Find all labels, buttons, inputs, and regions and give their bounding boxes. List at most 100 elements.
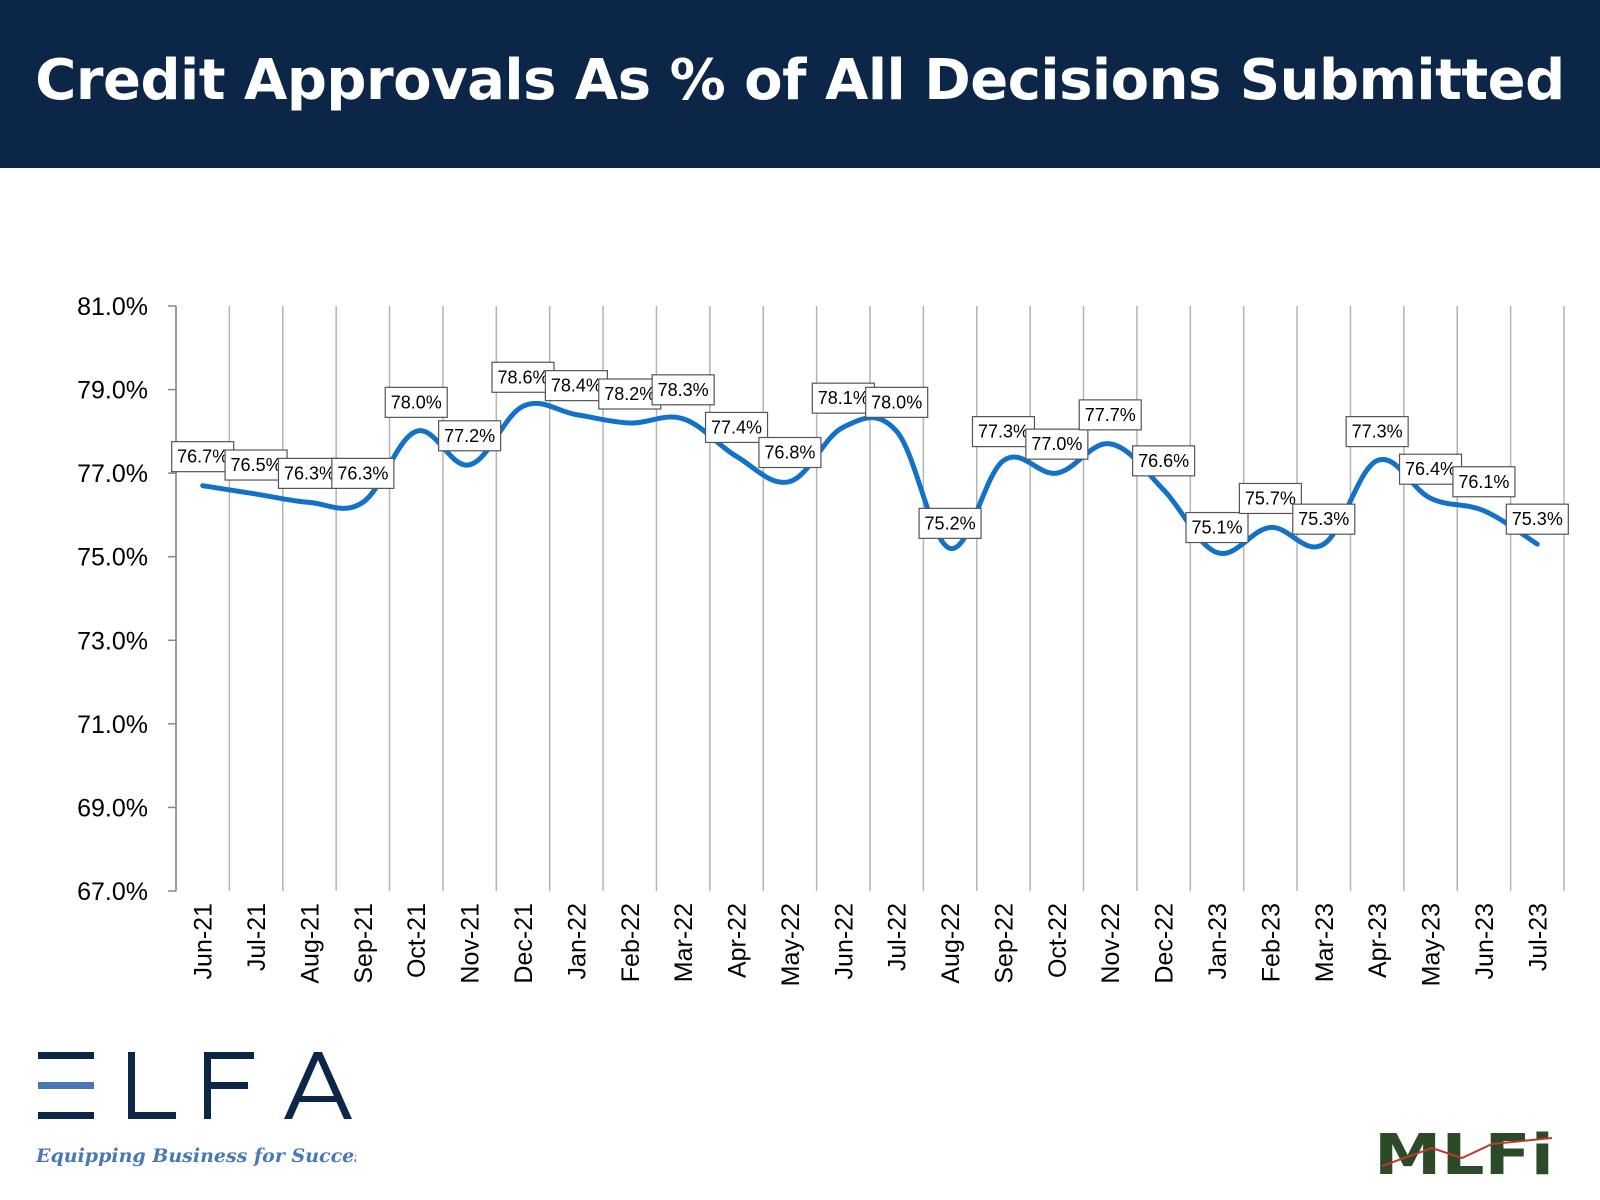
data-label-text: 77.4% [711,417,762,437]
data-label-box [384,386,448,418]
data-label-box [971,416,1036,448]
x-tick-label: Sep-21 [350,903,378,984]
data-label-text: 76.6% [1138,451,1189,471]
data-label: 77.3% [1345,416,1409,448]
page-title: Credit Approvals As % of All Decisions S… [35,48,1565,113]
x-tick-label: Jun-23 [1471,903,1499,979]
y-axis-ticks: 81.0% 79.0% 77.0% 75.0% 73.0% 71.0% 69.0% 67.0% [77,293,176,906]
data-label: 78.1% [811,382,875,414]
data-label-box [224,449,288,481]
x-tick-label: Sep-22 [990,903,1018,984]
mlfi-wordmark: MLFi [1374,1123,1554,1180]
data-label-box [438,420,502,452]
data-label: 78.3% [651,374,715,406]
x-tick-label: Dec-22 [1151,903,1179,984]
data-label-text: 78.4% [551,376,602,396]
data-label-box [1238,482,1302,515]
x-tick-label: Jul-21 [243,903,271,971]
data-label: 77.2% [438,420,502,452]
data-label-box [1505,503,1569,535]
data-label-box [1185,511,1249,544]
data-label-text: 77.0% [1031,434,1082,454]
x-tick-label: Dec-21 [510,903,538,984]
data-label: 78.2% [598,378,662,410]
data-label-text: 76.7% [177,447,228,467]
x-tick-label: Mar-22 [670,903,698,982]
x-tick-label: Jul-23 [1524,903,1552,971]
data-label-text: 77.3% [978,422,1029,442]
data-label-text: 76.4% [1405,459,1456,479]
data-label-box [171,441,235,473]
data-label: 75.3% [1292,503,1356,535]
data-label: 78.0% [865,386,929,418]
y-tick-label: 81.0% [77,293,148,321]
elfa-tagline: Equipping Business for Success [36,1145,356,1167]
data-label: 77.4% [704,411,769,444]
data-label: 75.3% [1505,503,1569,535]
data-label: 76.1% [1452,466,1516,498]
y-tick-label: 71.0% [77,711,148,739]
data-label: 76.7% [171,441,235,473]
data-label-box [918,507,982,539]
data-label-text: 76.1% [1458,472,1509,492]
x-tick-label: Jun-22 [830,903,858,979]
x-tick-label: Apr-22 [724,903,752,978]
data-label-text: 78.3% [658,380,709,400]
data-label-box [598,378,662,410]
elfa-logo: Equipping Business for Success [36,1052,356,1167]
y-tick-label: 67.0% [77,878,148,906]
x-tick-label: May-22 [777,903,805,986]
y-tick-label: 77.0% [77,460,148,488]
title-banner: Credit Approvals As % of All Decisions S… [0,0,1600,168]
data-label-box [544,370,608,402]
data-label: 78.4% [544,370,608,402]
data-label-box [651,374,715,406]
data-label-text: 76.3% [337,463,388,483]
data-label: 77.7% [1078,399,1142,431]
data-label: 76.5% [224,449,288,481]
data-label: 77.3% [971,416,1036,448]
x-tick-label: Oct-21 [403,903,431,978]
x-tick-label: Nov-21 [457,903,485,984]
data-label: 78.6% [491,361,555,393]
data-label: 78.0% [384,386,448,418]
y-tick-label: 75.0% [77,544,148,572]
y-tick-label: 73.0% [77,627,148,655]
data-label: 76.6% [1132,445,1196,477]
data-label-text: 77.7% [1085,405,1136,425]
data-label-box [865,386,929,418]
elfa-wordmark [38,1052,352,1119]
data-label-box [758,436,822,469]
data-label-box [277,457,342,489]
data-label-box [1132,445,1196,477]
data-label-text: 75.3% [1512,509,1563,529]
data-label-text: 78.0% [391,392,442,412]
series-line [200,400,1540,556]
x-tick-label: Apr-23 [1364,903,1392,978]
x-tick-label: Jun-21 [190,903,218,979]
x-tick-label: Mar-23 [1311,903,1339,982]
data-label-box [704,411,769,444]
data-label-box [1078,399,1142,431]
data-label: 76.3% [277,457,342,489]
x-axis-ticks: Jun-21 Jul-21 Aug-21 Sep-21 Oct-21 Nov-21 Dec-… [190,903,1553,986]
data-label: 75.1% [1185,511,1249,544]
data-label-text: 78.1% [818,388,869,408]
x-tick-label: May-23 [1418,903,1446,986]
data-label-text: 75.7% [1245,488,1296,508]
x-tick-label: Nov-22 [1097,903,1125,984]
data-label: 75.7% [1238,482,1302,515]
data-label-text: 76.3% [284,463,335,483]
mlfi-logo: MLFi [1374,1123,1554,1180]
mlfi-swoosh [1381,1137,1553,1167]
data-label-text: 77.3% [1352,422,1403,442]
data-label-box [331,457,395,489]
data-label: 76.8% [758,436,822,469]
data-label-text: 77.2% [444,426,495,446]
data-label: 77.0% [1025,428,1089,460]
x-tick-label: Oct-22 [1044,903,1072,978]
data-label-text: 78.0% [871,392,922,412]
x-tick-label: Jan-23 [1204,903,1232,979]
data-label-box [1452,466,1516,498]
